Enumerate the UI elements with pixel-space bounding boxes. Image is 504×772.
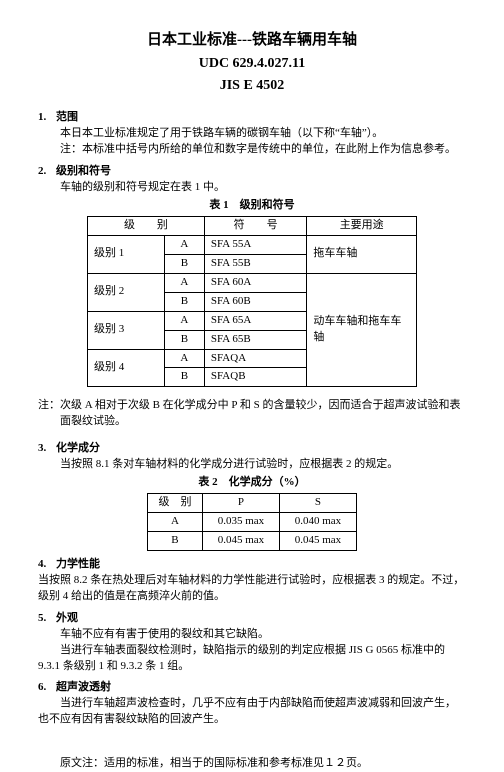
t1-c: A <box>164 349 204 368</box>
section-3-num: 3. <box>38 441 56 457</box>
table-2: 级 别 P S A 0.035 max 0.040 max B 0.045 ma… <box>147 493 357 551</box>
table-row: B 0.045 max 0.045 max <box>148 531 357 550</box>
t1-c: SFA 55B <box>204 254 307 273</box>
t2-c: 0.045 max <box>279 531 356 550</box>
section-4-title: 力学性能 <box>56 558 100 570</box>
section-6-heading: 6.超声波透射 <box>38 680 466 696</box>
section-6-p1: 当进行车轴超声波检查时，几乎不应有由于内部缺陷而使超声波减弱和回波产生，也不应有… <box>38 696 466 728</box>
t2-c: B <box>148 531 203 550</box>
section-4-p1: 当按照 8.2 条在热处理后对车轴材料的力学性能进行试验时，应根据表 3 的规定… <box>38 573 466 605</box>
t2-c: 0.040 max <box>279 513 356 532</box>
t1-c: A <box>164 235 204 254</box>
table-row: 级别 1 A SFA 55A 拖车车轴 <box>88 235 417 254</box>
table-2-header-row: 级 别 P S <box>148 494 357 513</box>
t2-h2: P <box>202 494 279 513</box>
footnote: 原文注：适用的标准，相当于的国际标准和参考标准见１２页。 <box>60 756 466 772</box>
table-2-caption: 表 2 化学成分（%） <box>38 475 466 491</box>
t2-c: 0.045 max <box>202 531 279 550</box>
section-5-heading: 5.外观 <box>38 611 466 627</box>
section-3-p1: 当按照 8.1 条对车轴材料的化学成分进行试验时，应根据表 2 的规定。 <box>38 457 466 473</box>
t2-h3: S <box>279 494 356 513</box>
t1-g3: 级别 3 <box>88 311 165 349</box>
section-2-heading: 2.级别和符号 <box>38 164 466 180</box>
t1-u1: 拖车车轴 <box>307 235 417 273</box>
section-2-title: 级别和符号 <box>56 165 111 177</box>
section-3-heading: 3.化学成分 <box>38 441 466 457</box>
t1-h-use: 主要用途 <box>307 216 417 235</box>
t2-c: 0.035 max <box>202 513 279 532</box>
t1-c: A <box>164 273 204 292</box>
t1-g4: 级别 4 <box>88 349 165 387</box>
section-1-num: 1. <box>38 110 56 126</box>
t1-c: SFA 65A <box>204 311 307 330</box>
section-2-p1: 车轴的级别和符号规定在表 1 中。 <box>38 180 466 196</box>
t1-g1: 级别 1 <box>88 235 165 273</box>
table-1-caption: 表 1 级别和符号 <box>38 198 466 214</box>
t2-h1: 级 别 <box>148 494 203 513</box>
section-1-p2: 注：本标准中括号内所给的单位和数字是传统中的单位，在此附上作为信息参考。 <box>38 142 466 158</box>
title-udc: UDC 629.4.027.11 <box>38 54 466 74</box>
t1-c: B <box>164 254 204 273</box>
t1-h-symbol: 符 号 <box>204 216 307 235</box>
t1-c: A <box>164 311 204 330</box>
t1-c: SFAQA <box>204 349 307 368</box>
section-5-num: 5. <box>38 611 56 627</box>
t1-c: B <box>164 330 204 349</box>
t1-u2: 动车车轴和拖车车轴 <box>307 273 417 387</box>
section-4-num: 4. <box>38 557 56 573</box>
table-1-note: 注：次级 A 相对于次级 B 在化学成分中 P 和 S 的含量较少，因而适合于超… <box>60 398 466 430</box>
t1-c: SFA 65B <box>204 330 307 349</box>
section-6-num: 6. <box>38 680 56 696</box>
section-5-p1: 车轴不应有有害于使用的裂纹和其它缺陷。 <box>38 627 466 643</box>
title-main: 日本工业标准---铁路车辆用车轴 <box>38 30 466 52</box>
table-row: A 0.035 max 0.040 max <box>148 513 357 532</box>
t1-c: SFAQB <box>204 368 307 387</box>
table-1: 级 别 符 号 主要用途 级别 1 A SFA 55A 拖车车轴 B SFA 5… <box>87 216 417 387</box>
t1-c: SFA 60B <box>204 292 307 311</box>
section-1-heading: 1.范围 <box>38 110 466 126</box>
title-jis: JIS E 4502 <box>38 76 466 96</box>
section-1-title: 范围 <box>56 111 78 123</box>
t1-c: B <box>164 292 204 311</box>
t1-c: SFA 60A <box>204 273 307 292</box>
table-row: 级别 2 A SFA 60A 动车车轴和拖车车轴 <box>88 273 417 292</box>
section-2-num: 2. <box>38 164 56 180</box>
section-6-title: 超声波透射 <box>56 681 111 693</box>
title-block: 日本工业标准---铁路车辆用车轴 UDC 629.4.027.11 JIS E … <box>38 30 466 96</box>
t1-c: B <box>164 368 204 387</box>
table-1-header-row: 级 别 符 号 主要用途 <box>88 216 417 235</box>
section-5-title: 外观 <box>56 612 78 624</box>
section-4-heading: 4.力学性能 <box>38 557 466 573</box>
t2-c: A <box>148 513 203 532</box>
section-1-p1: 本日本工业标准规定了用于铁路车辆的碳钢车轴（以下称“车轴”）。 <box>38 126 466 142</box>
section-3-title: 化学成分 <box>56 442 100 454</box>
section-5-p2: 当进行车轴表面裂纹检测时，缺陷指示的级别的判定应根据 JIS G 0565 标准… <box>38 643 466 675</box>
t1-c: SFA 55A <box>204 235 307 254</box>
t1-h-class: 级 别 <box>88 216 205 235</box>
t1-g2: 级别 2 <box>88 273 165 311</box>
